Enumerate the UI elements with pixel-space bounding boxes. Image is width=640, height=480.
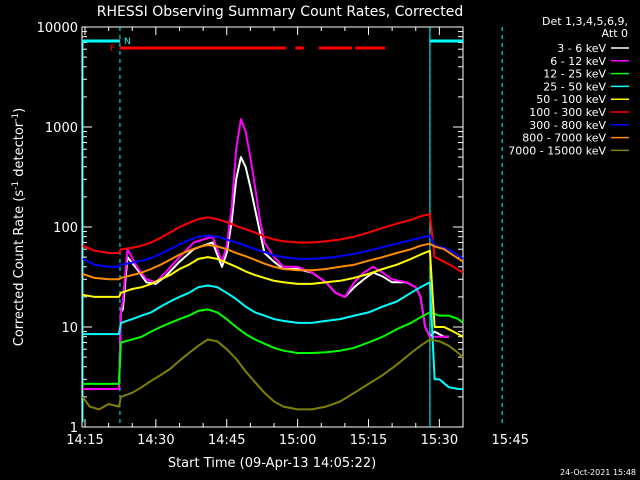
legend-header-att: Att 0 bbox=[602, 27, 628, 40]
x-tick-label: 15:15 bbox=[350, 433, 387, 448]
y-tick-label: 10 bbox=[61, 321, 78, 336]
y-tick-label: 100 bbox=[53, 221, 78, 236]
y-axis-label-sup2: -1 bbox=[11, 113, 21, 122]
y-axis-label-sup1: -1 bbox=[11, 181, 21, 190]
series-lines bbox=[81, 118, 464, 411]
legend-entry-label: 800 - 7000 keV bbox=[522, 132, 606, 145]
legend-entry-label: 300 - 800 keV bbox=[529, 119, 606, 132]
status-flags: NF bbox=[82, 27, 503, 427]
y-axis-label-mid: detector bbox=[12, 121, 27, 181]
y-tick-label: 1 bbox=[70, 421, 78, 436]
series-line-7 bbox=[82, 234, 464, 268]
y-tick-label: 1000 bbox=[45, 121, 78, 136]
x-tick-label: 14:30 bbox=[137, 433, 174, 448]
legend-entry-label: 25 - 50 keV bbox=[543, 80, 606, 93]
y-axis-label: Corrected Count Rate (s-1 detector-1) bbox=[11, 108, 27, 346]
series-line-9 bbox=[81, 338, 464, 411]
legend-entry-label: 7000 - 15000 keV bbox=[508, 144, 606, 157]
y-axis-label-end: ) bbox=[12, 108, 27, 113]
series-line-4 bbox=[82, 281, 463, 390]
x-axis-label: Start Time (09-Apr-13 14:05:22) bbox=[168, 456, 376, 471]
series-line-8 bbox=[82, 242, 464, 281]
series-line-6 bbox=[82, 213, 464, 274]
legend-entry-label: 100 - 300 keV bbox=[529, 106, 606, 119]
x-tick-label: 15:30 bbox=[421, 433, 458, 448]
series-line-5 bbox=[82, 249, 464, 338]
x-tick-label: 15:00 bbox=[279, 433, 316, 448]
legend-entry-label: 50 - 100 keV bbox=[536, 93, 606, 106]
night-flag-label: N bbox=[124, 37, 131, 47]
axis-ticks: 14:15 14:30 14:45 15:00 15:15 15:30 15:45 1 10 10… bbox=[37, 21, 529, 448]
series-line-2 bbox=[82, 118, 449, 390]
x-tick-label: 14:15 bbox=[66, 433, 103, 448]
series-line-3 bbox=[82, 308, 464, 385]
y-axis-label-main: Corrected Count Rate (s bbox=[12, 190, 27, 347]
y-tick-label: 10000 bbox=[37, 21, 78, 36]
legend-entry-label: 12 - 25 keV bbox=[543, 68, 606, 81]
x-tick-label: 15:45 bbox=[492, 433, 529, 448]
x-tick-label: 14:45 bbox=[208, 433, 245, 448]
legend-header: Det 1,3,4,5,6,9, bbox=[542, 15, 628, 28]
chart-title: RHESSI Observing Summary Count Rates, Co… bbox=[97, 4, 463, 20]
flare-flag-label: F bbox=[110, 44, 115, 54]
footer-datestamp: 24-Oct-2021 15:48 bbox=[560, 468, 636, 477]
legend-entry-label: 3 - 6 keV bbox=[557, 42, 606, 55]
legend-entry-label: 6 - 12 keV bbox=[550, 55, 606, 68]
